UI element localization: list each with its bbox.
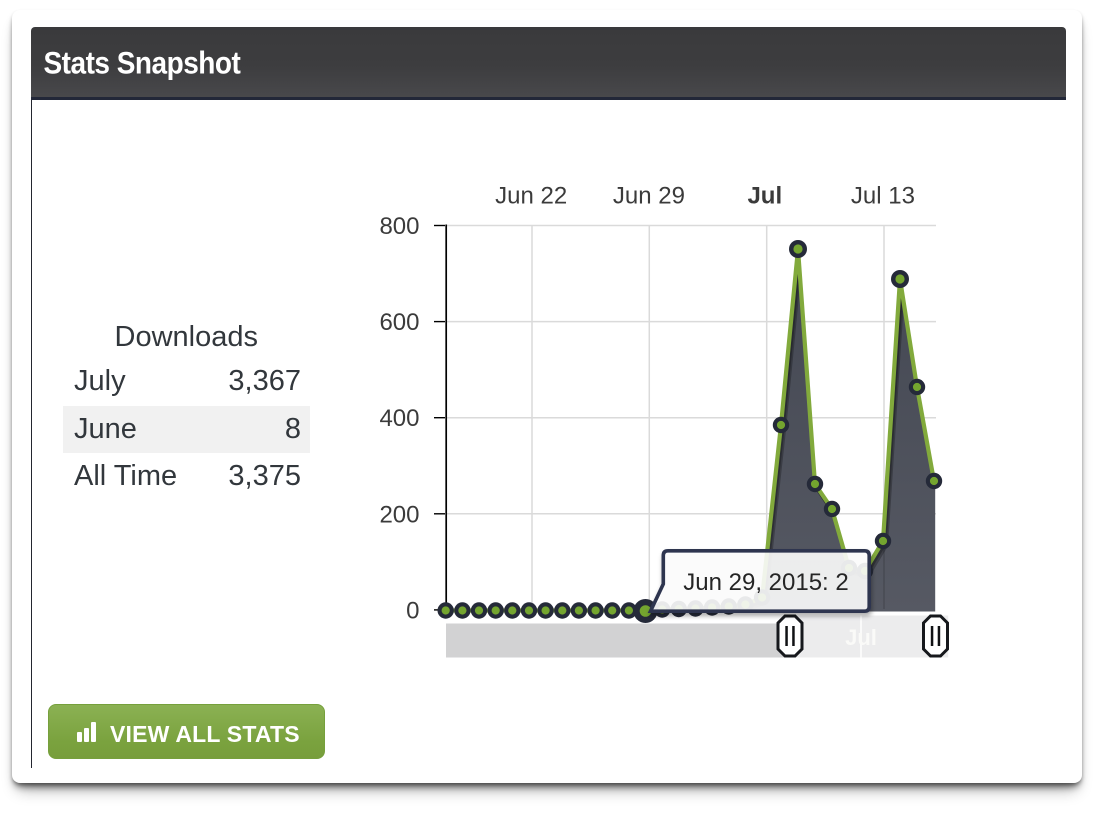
svg-text:0: 0 [406, 597, 419, 624]
svg-text:Jul: Jul [845, 625, 877, 650]
svg-text:400: 400 [379, 405, 419, 432]
svg-text:600: 600 [379, 309, 419, 336]
svg-text:Jul: Jul [747, 183, 782, 210]
svg-text:Jun 22: Jun 22 [495, 183, 567, 210]
svg-text:200: 200 [379, 501, 419, 528]
svg-text:800: 800 [379, 213, 419, 240]
svg-text:Jul 13: Jul 13 [851, 183, 915, 210]
svg-text:Jun 29, 2015: 2: Jun 29, 2015: 2 [683, 569, 848, 596]
svg-text:Jun 29: Jun 29 [613, 183, 685, 210]
